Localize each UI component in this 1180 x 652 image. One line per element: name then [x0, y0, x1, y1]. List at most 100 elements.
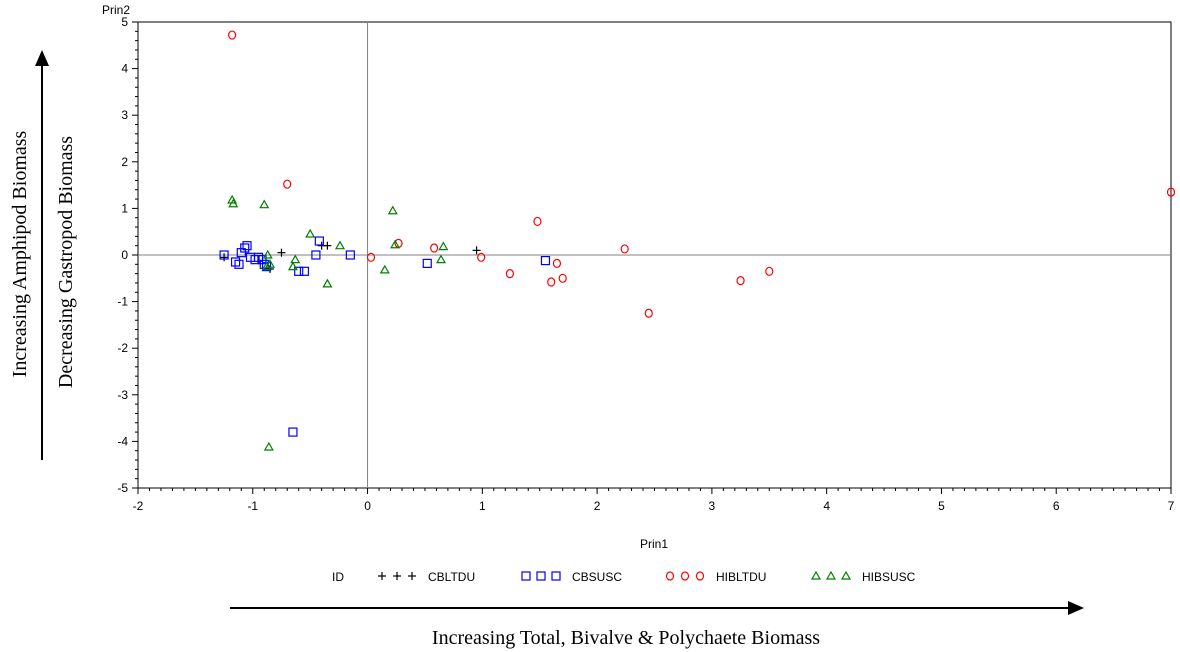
- x-tick-label: -2: [133, 499, 144, 513]
- data-point: [1166, 187, 1176, 197]
- data-point: [242, 241, 252, 251]
- data-point: [259, 199, 270, 209]
- data-point: [435, 254, 447, 264]
- y-arrow-label-amphipod: Increasing Amphipod Biomass: [9, 130, 31, 377]
- x-tick-label: -1: [247, 499, 258, 513]
- y-tick-label: -2: [117, 341, 128, 355]
- data-point: [305, 228, 316, 238]
- legend-marker: [840, 570, 852, 580]
- y-tick-label: -4: [117, 434, 128, 448]
- x-tick-label: 7: [1168, 499, 1175, 513]
- x-arrow-label: Increasing Total, Bivalve & Polychaete B…: [432, 627, 820, 649]
- legend-marker: [408, 572, 416, 580]
- y-axis: -5 -4 -3 -2 -1 0 1 2 3 4 5: [117, 15, 138, 495]
- legend-item-hibsusc: HIBSUSC: [810, 570, 916, 584]
- legend-marker: [680, 571, 690, 581]
- series-hibsusc: [227, 194, 449, 451]
- data-point: [620, 244, 629, 254]
- data-point: [219, 250, 229, 260]
- legend-marker: [521, 571, 531, 581]
- data-point: [438, 241, 449, 251]
- legend-marker: [825, 570, 837, 580]
- legend: ID CBLTDU CBSUSC HIBLTDU HIBSUSC: [332, 570, 916, 584]
- data-point: [287, 261, 298, 271]
- data-point: [533, 216, 542, 227]
- legend-item-cbltdu: CBLTDU: [378, 570, 475, 584]
- data-point: [240, 243, 250, 253]
- data-point: [262, 249, 273, 259]
- data-point: [294, 266, 304, 276]
- series-cbltdu: [220, 241, 481, 273]
- data-point: [290, 254, 301, 264]
- data-point: [234, 259, 244, 269]
- data-point: [220, 253, 229, 262]
- legend-label: CBLTDU: [428, 570, 475, 584]
- data-point: [430, 243, 439, 253]
- y-tick-label: -1: [117, 295, 128, 309]
- data-point: [334, 240, 346, 250]
- x-tick-label: 4: [823, 499, 830, 513]
- y-tick-label: 2: [121, 155, 128, 169]
- legend-item-cbsusc: CBSUSC: [521, 570, 622, 584]
- data-point: [283, 179, 292, 189]
- data-point: [736, 276, 745, 286]
- legend-title: ID: [332, 570, 344, 584]
- data-point: [345, 250, 355, 260]
- legend-label: HIBLTDU: [716, 570, 766, 584]
- data-point: [477, 252, 486, 262]
- legend-marker: [378, 572, 386, 580]
- data-point: [390, 239, 401, 249]
- data-point: [558, 273, 567, 283]
- data-point: [228, 198, 239, 208]
- data-point: [387, 205, 398, 215]
- y-tick-label: 0: [121, 248, 128, 262]
- data-point: [547, 277, 556, 287]
- data-point: [299, 266, 310, 276]
- data-point: [366, 252, 376, 262]
- data-point: [228, 30, 237, 40]
- data-point: [422, 258, 432, 268]
- y-axis-label: Prin2: [102, 3, 130, 17]
- series-hibltdu: [228, 30, 1176, 318]
- data-point: [311, 250, 321, 260]
- legend-marker: [393, 572, 401, 580]
- data-point: [540, 255, 551, 266]
- y-tick-label: -5: [117, 481, 128, 495]
- data-point: [765, 266, 774, 276]
- data-point: [505, 269, 514, 279]
- legend-marker: [551, 571, 561, 581]
- legend-item-hibltdu: HIBLTDU: [665, 570, 766, 584]
- x-direction-arrow: [230, 601, 1084, 615]
- legend-marker: [665, 571, 675, 581]
- x-tick-label: 2: [594, 499, 601, 513]
- data-point: [322, 278, 333, 288]
- data-point: [288, 427, 298, 437]
- series-cbsusc: [219, 236, 551, 437]
- x-tick-label: 0: [364, 499, 371, 513]
- data-point: [261, 261, 272, 271]
- data-point: [227, 194, 238, 204]
- data-point: [277, 248, 286, 257]
- data-point: [552, 258, 562, 268]
- y-tick-label: 1: [121, 201, 128, 215]
- legend-label: CBSUSC: [572, 570, 622, 584]
- data-point: [644, 308, 653, 318]
- x-tick-label: 5: [938, 499, 945, 513]
- legend-marker: [536, 571, 546, 581]
- y-tick-label: 3: [121, 108, 128, 122]
- x-tick-label: 1: [479, 499, 486, 513]
- data-point: [379, 264, 390, 274]
- x-tick-label: 3: [709, 499, 716, 513]
- data-point: [472, 246, 481, 255]
- data-point: [317, 241, 326, 250]
- data-point: [314, 236, 324, 246]
- legend-marker: [695, 571, 705, 581]
- y-tick-label: 5: [121, 15, 128, 29]
- y-direction-arrow: [35, 50, 49, 460]
- y-tick-label: -3: [117, 388, 128, 402]
- data-points: [219, 30, 1176, 451]
- data-point: [263, 441, 274, 451]
- x-tick-label: 6: [1053, 499, 1060, 513]
- data-point: [264, 259, 276, 268]
